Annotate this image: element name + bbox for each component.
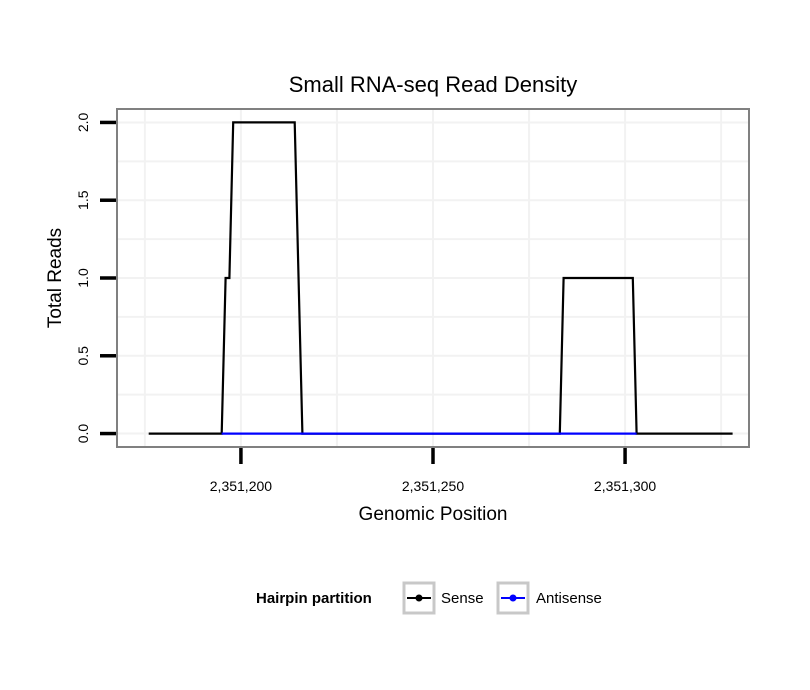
legend-label-sense: Sense — [441, 590, 484, 607]
legend-key-sense-dot — [415, 594, 423, 602]
legend: Hairpin partition Sense Antisense — [256, 581, 602, 615]
y-tick-label: 1.5 — [75, 190, 91, 210]
x-tick-label: 2,351,250 — [402, 478, 464, 494]
x-axis-label: Genomic Position — [359, 504, 508, 525]
series-layer — [148, 121, 733, 435]
legend-key-antisense-dot — [509, 594, 517, 602]
grid — [118, 110, 748, 446]
chart-title: Small RNA-seq Read Density — [289, 72, 578, 97]
legend-title: Hairpin partition — [256, 590, 372, 607]
x-tick-label: 2,351,200 — [210, 478, 272, 494]
x-tick-label: 2,351,300 — [594, 478, 656, 494]
y-tick-label: 2.0 — [75, 113, 91, 133]
y-tick-label: 1.0 — [75, 268, 91, 288]
y-axis-label: Total Reads — [45, 228, 66, 328]
y-tick-label: 0.0 — [75, 424, 91, 444]
y-tick-label: 0.5 — [75, 346, 91, 366]
series-line-sense — [148, 121, 733, 435]
axes: 2,351,200 2,351,250 2,351,300 0.0 0.5 1.0 1.5 2… — [75, 113, 656, 494]
legend-label-antisense: Antisense — [536, 590, 602, 607]
